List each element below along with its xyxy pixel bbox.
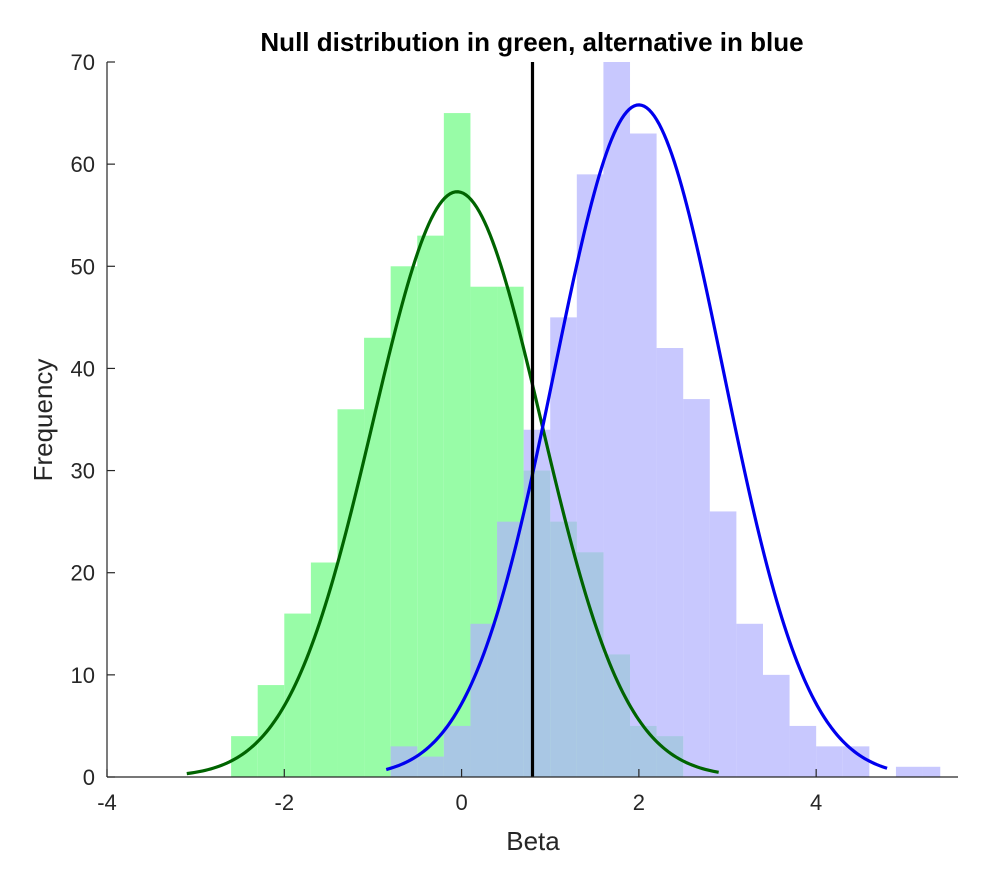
histogram-bar — [683, 399, 710, 777]
histogram-bar — [895, 766, 923, 777]
histogram-bar — [816, 746, 843, 777]
histogram-bars — [231, 62, 941, 778]
histogram-bar — [310, 562, 338, 777]
y-tick-label: 40 — [71, 356, 95, 381]
histogram-bar — [603, 62, 631, 777]
histogram-bar — [922, 766, 941, 777]
histogram-bar — [576, 174, 604, 777]
histogram-bar — [789, 725, 817, 777]
chart-title: Null distribution in green, alternative … — [260, 27, 803, 57]
fit-curves — [186, 103, 888, 776]
y-tick-label: 20 — [71, 561, 95, 586]
histogram-bar — [417, 756, 444, 777]
histogram-bar — [656, 348, 684, 777]
histogram-bar — [443, 725, 471, 777]
histogram-bar — [443, 113, 471, 778]
y-tick-label: 70 — [71, 50, 95, 75]
histogram-bar — [736, 623, 763, 777]
histogram-bar — [417, 235, 444, 778]
histogram-bar — [390, 266, 418, 777]
x-axis-label: Beta — [506, 826, 560, 856]
y-tick-label: 50 — [71, 254, 95, 279]
histogram-bar — [257, 685, 285, 777]
x-tick-label: -2 — [275, 790, 295, 815]
fit-curve — [385, 103, 888, 772]
x-tick-label: 0 — [455, 790, 467, 815]
histogram-bar — [231, 736, 258, 777]
y-axis-label: Frequency — [28, 359, 58, 482]
histogram-bar — [709, 511, 737, 777]
histogram-bar — [337, 409, 365, 777]
x-tick-label: -4 — [97, 790, 117, 815]
histogram-bar — [497, 521, 524, 777]
histogram-bar — [630, 133, 657, 777]
histogram-bar — [762, 674, 790, 777]
x-tick-label: 4 — [810, 790, 822, 815]
x-tick-label: 2 — [633, 790, 645, 815]
fit-curve — [186, 190, 719, 776]
y-tick-label: 60 — [71, 152, 95, 177]
histogram-bar — [523, 429, 551, 777]
y-tick-label: 30 — [71, 459, 95, 484]
y-tick-label: 0 — [83, 765, 95, 790]
y-tick-label: 10 — [71, 663, 95, 688]
histogram-bar — [470, 623, 498, 777]
histogram-bar — [364, 337, 391, 777]
